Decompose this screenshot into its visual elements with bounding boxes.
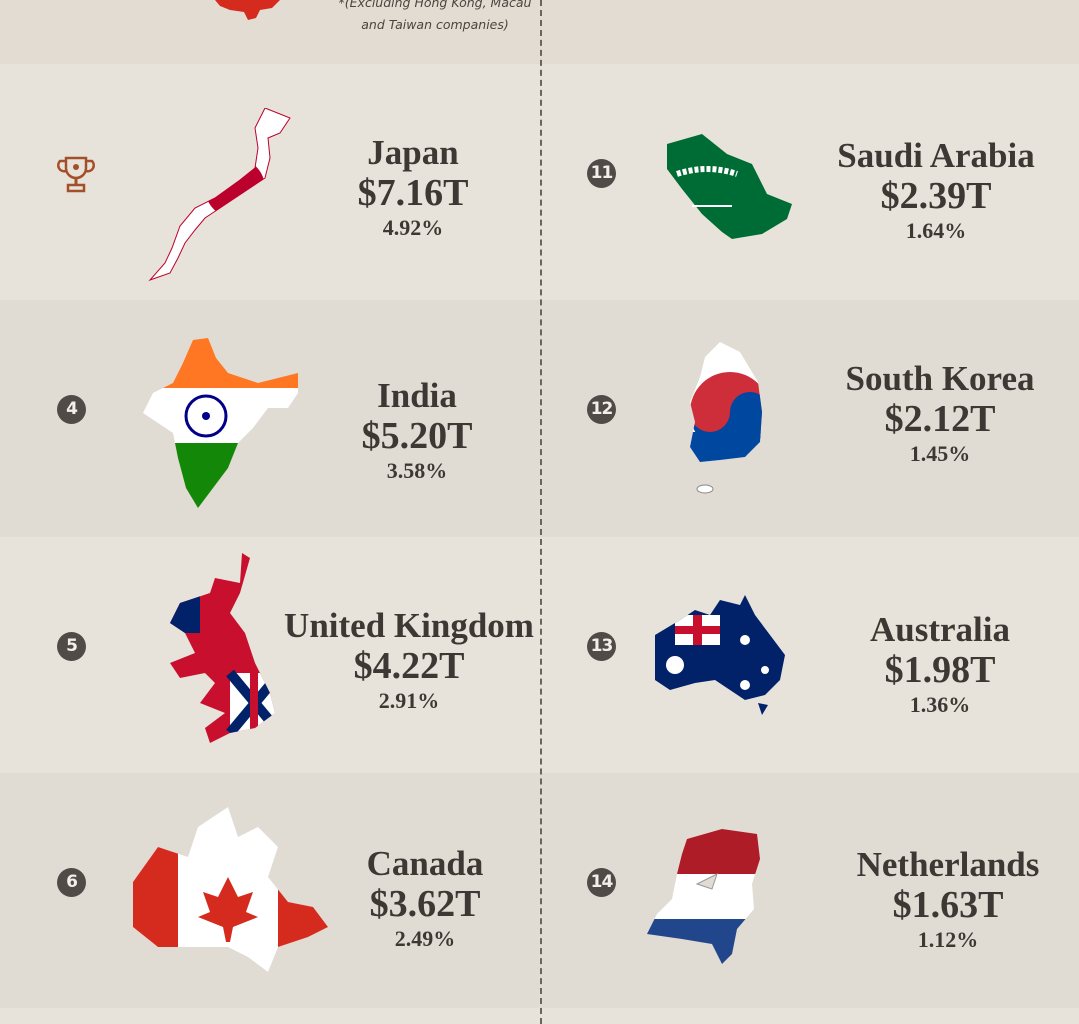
country-name: United Kingdom bbox=[284, 606, 534, 645]
country-name: Canada bbox=[366, 844, 484, 883]
share: 3.58% bbox=[386, 458, 448, 483]
rank-badge: 14 bbox=[587, 868, 616, 897]
country-name: Japan bbox=[367, 133, 459, 172]
market-cap: $2.12T bbox=[884, 398, 996, 440]
market-cap: $3.62T bbox=[369, 883, 481, 925]
share: 1.45% bbox=[909, 441, 971, 466]
rank-badge: 12 bbox=[587, 395, 616, 424]
country-name: Netherlands bbox=[856, 845, 1040, 884]
market-cap: $7.16T bbox=[357, 172, 469, 214]
country-map bbox=[652, 134, 792, 249]
country-name: South Korea bbox=[845, 359, 1035, 398]
row-background bbox=[0, 1008, 1079, 1024]
share: 1.64% bbox=[905, 218, 967, 243]
rank-badge: 4 bbox=[57, 395, 86, 424]
china-map bbox=[215, 0, 280, 20]
market-cap: $2.39T bbox=[880, 175, 992, 217]
country-map bbox=[140, 107, 310, 293]
rank-badge: 6 bbox=[57, 868, 86, 897]
country-map bbox=[642, 829, 767, 974]
share: 1.36% bbox=[909, 692, 971, 717]
market-cap: $1.98T bbox=[884, 649, 996, 691]
country-name: Australia bbox=[870, 610, 1010, 649]
share: 2.49% bbox=[394, 926, 456, 951]
country-map bbox=[128, 807, 328, 982]
trophy-icon bbox=[56, 154, 96, 199]
market-cap: $4.22T bbox=[353, 645, 465, 687]
market-cap: $5.20T bbox=[361, 415, 473, 457]
row-background bbox=[0, 537, 1079, 773]
rank-badge: 5 bbox=[57, 632, 86, 661]
country-map bbox=[160, 553, 280, 758]
rank-badge: 13 bbox=[587, 632, 616, 661]
share: 2.91% bbox=[378, 688, 440, 713]
market-cap: $1.63T bbox=[892, 884, 1004, 926]
divider bbox=[540, 0, 542, 1024]
footnote: *(Excluding Hong Kong, Macau and Taiwan … bbox=[338, 0, 532, 32]
share: 1.12% bbox=[917, 927, 979, 952]
rank-badge: 11 bbox=[587, 159, 616, 188]
share: 4.92% bbox=[382, 215, 444, 240]
row-background bbox=[0, 64, 1079, 300]
country-map bbox=[650, 595, 790, 725]
country-map bbox=[650, 342, 780, 507]
country-map bbox=[138, 338, 308, 518]
country-name: India bbox=[377, 376, 457, 415]
row-background bbox=[0, 0, 1079, 64]
country-name: Saudi Arabia bbox=[837, 136, 1035, 175]
